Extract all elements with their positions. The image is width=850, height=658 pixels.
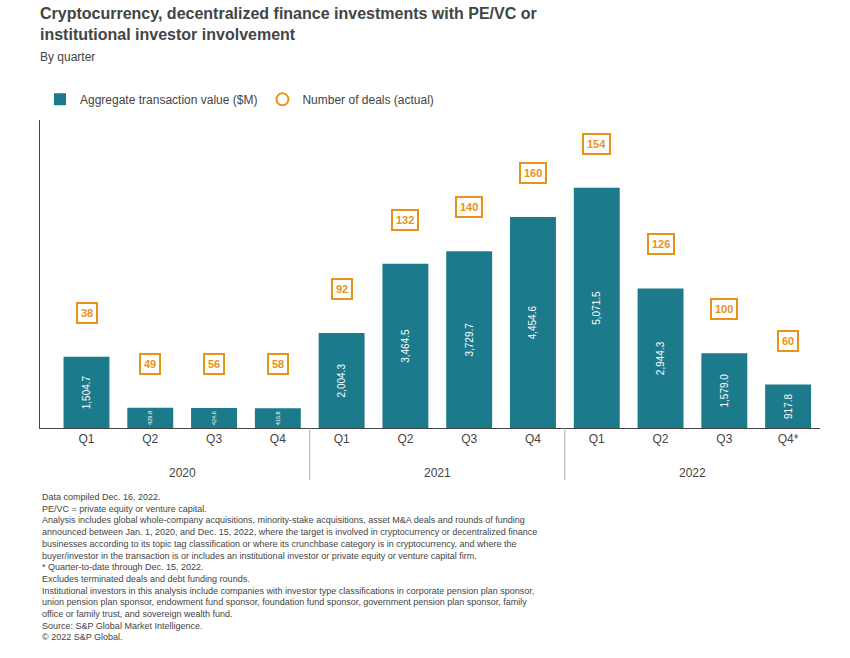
svg-text:2,944.3: 2,944.3 (655, 341, 666, 375)
svg-text:58: 58 (272, 358, 284, 370)
svg-text:Data compiled Dec. 16, 2022.PE: Data compiled Dec. 16, 2022.PE/VC = priv… (42, 492, 537, 642)
svg-text:38: 38 (81, 307, 93, 319)
svg-text:415.8: 415.8 (275, 412, 281, 425)
svg-text:Q4*: Q4* (778, 432, 799, 446)
svg-text:3,729.7: 3,729.7 (464, 323, 475, 357)
svg-text:132: 132 (396, 214, 414, 226)
svg-text:5,071.5: 5,071.5 (591, 291, 602, 325)
svg-text:160: 160 (524, 167, 542, 179)
svg-text:Q4: Q4 (270, 432, 286, 446)
svg-text:Q2: Q2 (397, 432, 413, 446)
svg-text:126: 126 (652, 238, 670, 250)
svg-text:2022: 2022 (679, 466, 706, 480)
svg-text:Q1: Q1 (334, 432, 350, 446)
svg-text:424.6: 424.6 (211, 411, 217, 425)
svg-text:Q4: Q4 (525, 432, 541, 446)
svg-text:100: 100 (715, 303, 733, 315)
svg-text:2020: 2020 (169, 466, 196, 480)
svg-text:Q3: Q3 (461, 432, 477, 446)
svg-text:92: 92 (336, 283, 348, 295)
svg-text:Number of deals (actual): Number of deals (actual) (302, 93, 433, 107)
svg-text:56: 56 (208, 358, 220, 370)
svg-text:2,004.3: 2,004.3 (336, 364, 347, 398)
svg-text:49: 49 (144, 358, 156, 370)
svg-text:Q1: Q1 (589, 432, 605, 446)
svg-text:1,504.7: 1,504.7 (81, 375, 92, 409)
svg-text:Q2: Q2 (653, 432, 669, 446)
svg-text:Q3: Q3 (206, 432, 222, 446)
svg-text:917.8: 917.8 (783, 394, 794, 419)
svg-text:60: 60 (782, 335, 794, 347)
svg-text:154: 154 (587, 138, 606, 150)
svg-text:Cryptocurrency, decentralized: Cryptocurrency, decentralized finance in… (40, 5, 537, 64)
svg-text:3,464.5: 3,464.5 (400, 329, 411, 363)
svg-text:4,454.6: 4,454.6 (527, 306, 538, 340)
svg-text:2021: 2021 (424, 466, 451, 480)
svg-text:1,579.0: 1,579.0 (719, 374, 730, 408)
svg-text:Q2: Q2 (142, 432, 158, 446)
svg-text:Q1: Q1 (78, 432, 94, 446)
svg-text:Aggregate transaction value ($: Aggregate transaction value ($M) (80, 93, 257, 107)
svg-text:140: 140 (460, 201, 478, 213)
svg-text:Q3: Q3 (716, 432, 732, 446)
svg-text:429.8: 429.8 (147, 411, 153, 425)
